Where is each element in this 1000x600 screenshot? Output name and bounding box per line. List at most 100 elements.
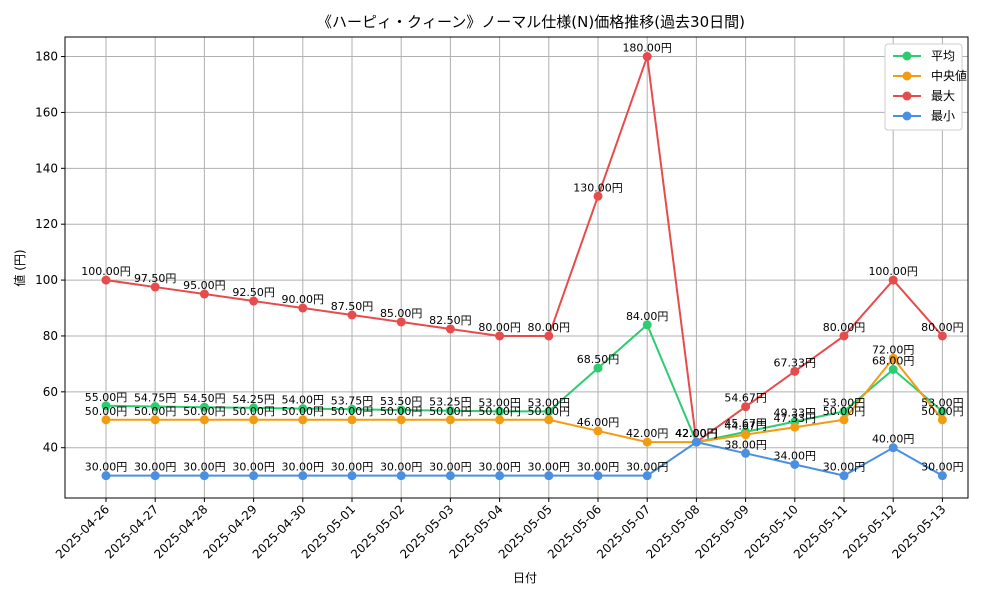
data-point <box>150 415 160 425</box>
data-point <box>347 310 357 320</box>
data-point <box>888 443 898 453</box>
data-label: 50.00円 <box>380 405 423 418</box>
data-point <box>544 331 554 341</box>
data-label: 54.00円 <box>282 394 325 407</box>
legend-entry: 中央値 <box>931 68 967 83</box>
data-point <box>298 303 308 313</box>
data-point <box>249 296 259 306</box>
series-line-最大 <box>105 55 944 444</box>
legend-entry: 最小 <box>931 109 955 123</box>
data-label: 53.00円 <box>528 396 571 409</box>
data-label: 30.00円 <box>85 461 128 474</box>
data-label: 72.00円 <box>872 343 915 356</box>
data-label: 30.00円 <box>134 461 177 474</box>
data-point <box>839 406 849 416</box>
series-line-平均 <box>105 323 944 444</box>
y-tick-label: 180 <box>35 50 58 64</box>
data-label: 30.00円 <box>478 461 521 474</box>
legend-box <box>884 43 963 131</box>
data-point <box>249 403 259 413</box>
data-label: 80.00円 <box>823 321 866 334</box>
y-axis-label: 値 (円) <box>12 249 27 286</box>
data-point <box>544 415 554 425</box>
data-point <box>101 401 111 411</box>
data-point <box>642 320 652 330</box>
y-tick-label: 80 <box>43 329 58 343</box>
data-point <box>888 364 898 374</box>
data-label: 50.00円 <box>134 405 177 418</box>
chart-title: 《ハーピィ・クィーン》ノーマル仕様(N)価格推移(過去30日間) <box>317 13 745 31</box>
data-label: 53.00円 <box>478 396 521 409</box>
data-point <box>101 275 111 285</box>
data-point <box>937 331 947 341</box>
data-point <box>347 415 357 425</box>
data-label: 53.25円 <box>429 396 472 409</box>
y-tick-label: 160 <box>35 105 58 119</box>
data-label: 85.00円 <box>380 307 423 320</box>
data-label: 38.00円 <box>724 438 767 451</box>
data-label: 54.50円 <box>183 392 226 405</box>
data-point <box>888 353 898 363</box>
x-axis-label: 日付 <box>513 571 537 585</box>
data-label: 30.00円 <box>331 461 374 474</box>
data-point <box>839 331 849 341</box>
legend-entry: 最大 <box>931 89 955 103</box>
y-axis-ticks: 40 60 80 100 120 140 160 180 <box>35 50 65 455</box>
data-point <box>937 415 947 425</box>
data-point <box>888 275 898 285</box>
data-label: 42.00円 <box>675 427 718 440</box>
data-label: 97.50円 <box>134 272 177 285</box>
data-label: 68.00円 <box>872 354 915 367</box>
data-point <box>347 404 357 414</box>
data-label: 50.00円 <box>921 405 964 418</box>
data-label: 95.00円 <box>183 279 226 292</box>
data-label: 50.00円 <box>528 405 571 418</box>
series-group <box>101 52 947 481</box>
data-label: 54.25円 <box>232 393 275 406</box>
data-point <box>741 402 751 412</box>
data-point <box>642 437 652 447</box>
y-tick-label: 40 <box>43 441 58 455</box>
data-label: 30.00円 <box>626 461 669 474</box>
data-label: 40.00円 <box>872 433 915 446</box>
data-label: 50.00円 <box>478 405 521 418</box>
data-point <box>199 471 209 481</box>
data-label: 80.00円 <box>478 321 521 334</box>
data-label: 30.00円 <box>823 461 866 474</box>
data-point <box>445 324 455 334</box>
data-label: 42.00円 <box>675 427 718 440</box>
data-label: 44.67円 <box>724 420 767 433</box>
data-label: 80.00円 <box>528 321 571 334</box>
data-label: 84.00円 <box>626 310 669 323</box>
y-tick-label: 140 <box>35 161 58 175</box>
data-point <box>839 471 849 481</box>
data-point <box>150 471 160 481</box>
legend-marker <box>902 111 912 121</box>
data-point <box>495 331 505 341</box>
data-label: 30.00円 <box>921 461 964 474</box>
data-label: 90.00円 <box>282 293 325 306</box>
data-label: 50.00円 <box>331 405 374 418</box>
data-label: 80.00円 <box>921 321 964 334</box>
data-label: 50.00円 <box>232 405 275 418</box>
data-point <box>101 415 111 425</box>
data-label: 30.00円 <box>380 461 423 474</box>
data-label: 50.00円 <box>823 405 866 418</box>
y-tick-label: 60 <box>43 385 58 399</box>
data-point <box>790 459 800 469</box>
data-point <box>396 405 406 415</box>
data-label: 53.75円 <box>331 394 374 407</box>
data-label: 50.00円 <box>429 405 472 418</box>
data-label: 30.00円 <box>429 461 472 474</box>
data-point <box>445 406 455 416</box>
data-point <box>495 406 505 416</box>
data-point <box>642 471 652 481</box>
data-point <box>347 471 357 481</box>
data-label: 30.00円 <box>528 461 571 474</box>
data-point <box>199 415 209 425</box>
data-point <box>249 471 259 481</box>
grid <box>65 37 968 498</box>
data-label: 55.00円 <box>85 391 128 404</box>
